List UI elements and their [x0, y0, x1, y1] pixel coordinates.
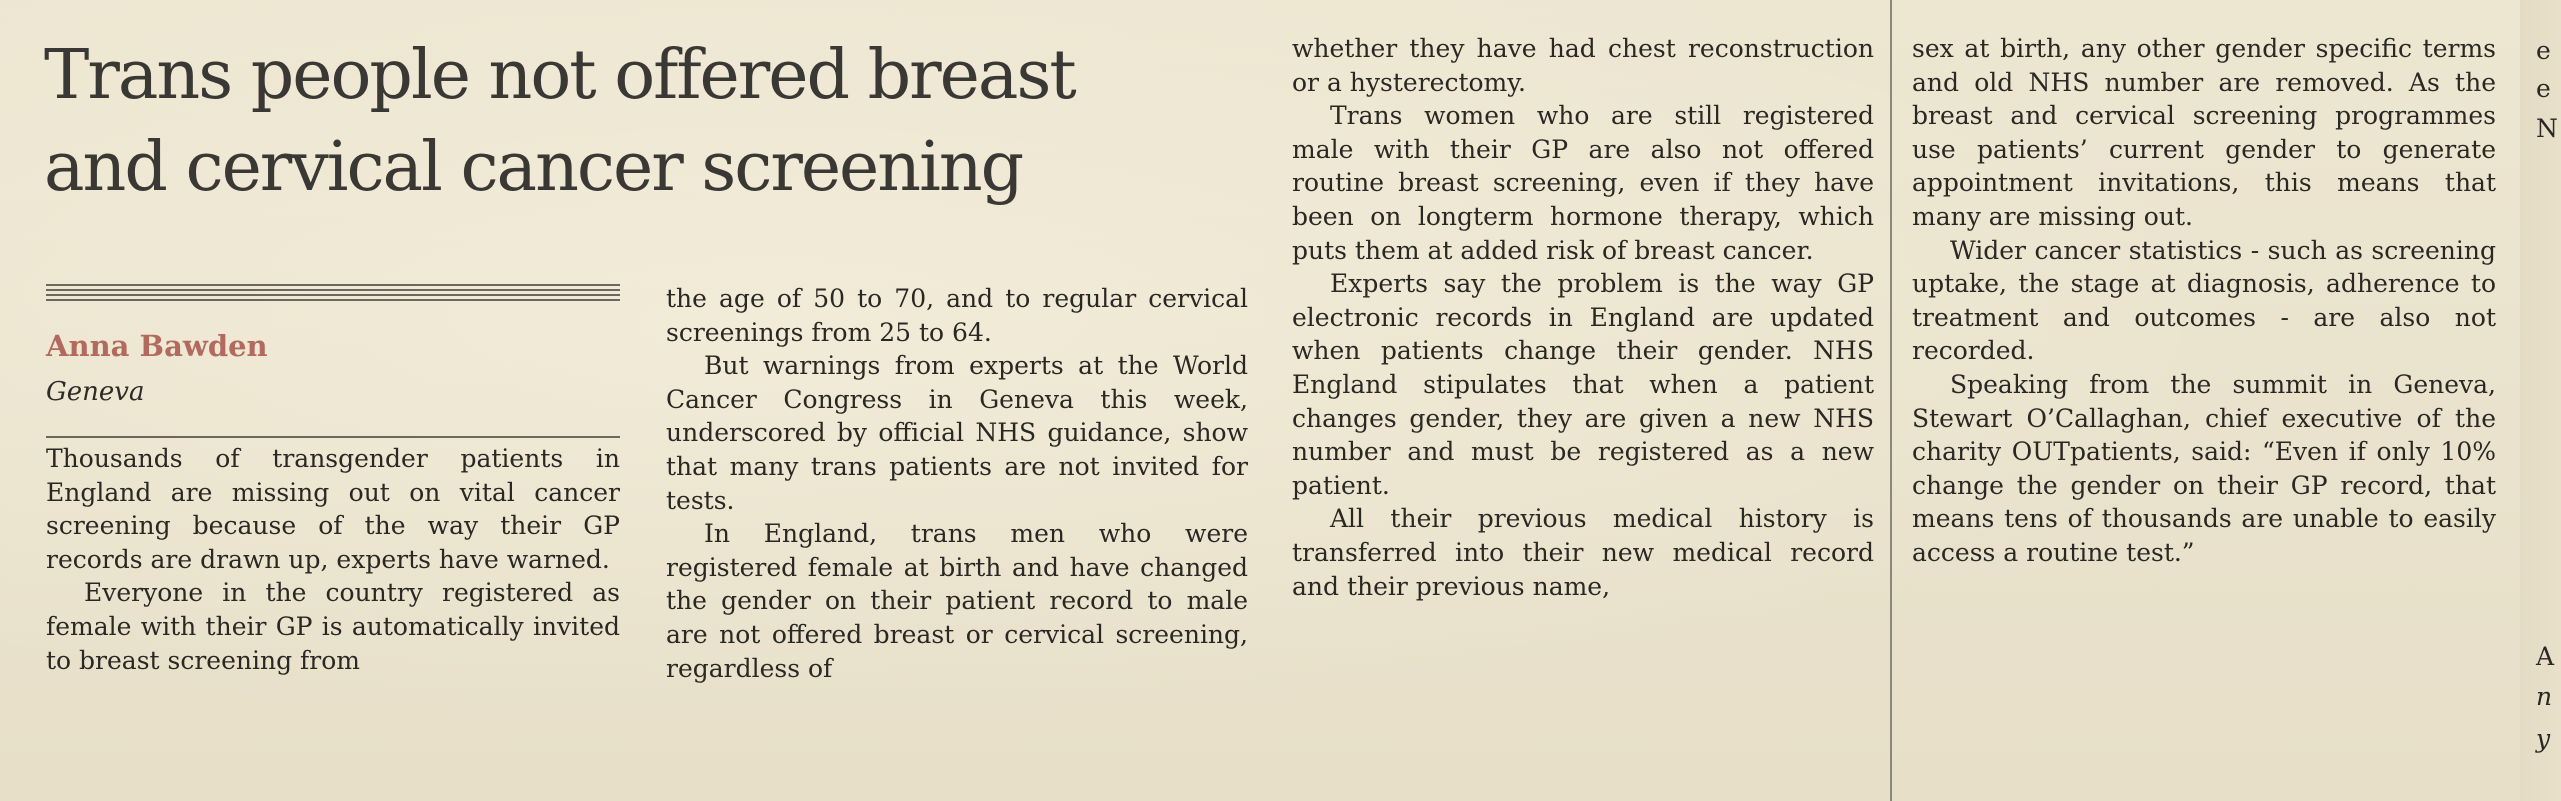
paragraph: sex at birth, any other gender specific …	[1912, 34, 2496, 231]
vertical-column-rule	[1890, 0, 1892, 801]
paragraph: Trans women who are still registered mal…	[1292, 101, 1874, 265]
paragraph: But warnings from experts at the World C…	[666, 351, 1248, 515]
paragraph: All their previous medical history is tr…	[1292, 504, 1874, 601]
paragraph: In England, trans men who were registere…	[666, 519, 1248, 683]
headline-line-2: and cervical cancer screening	[44, 128, 1024, 207]
byline: Anna Bawden	[46, 329, 268, 363]
article-column-2: the age of 50 to 70, and to regular cerv…	[666, 282, 1248, 685]
paragraph: Thousands of transgender patients in Eng…	[46, 444, 620, 574]
article-column-3: whether they have had chest reconstructi…	[1292, 32, 1874, 603]
article-column-4: sex at birth, any other gender specific …	[1912, 32, 2496, 570]
adjacent-article-edge: e e N A n y	[2520, 0, 2561, 801]
paragraph: Wider cancer statistics - such as screen…	[1912, 235, 2496, 366]
paragraph: Speaking from the summit in Geneva, Stew…	[1912, 369, 2496, 567]
edge-fragment: e	[2536, 36, 2551, 65]
edge-fragment: A	[2536, 642, 2555, 671]
dateline: Geneva	[46, 377, 145, 407]
paragraph: Experts say the problem is the way GP el…	[1292, 269, 1874, 500]
edge-fragment: e	[2536, 74, 2551, 103]
paragraph: Everyone in the country registered as fe…	[46, 578, 620, 675]
paragraph: whether they have had chest reconstructi…	[1292, 34, 1874, 97]
headline: Trans people not offered breast and cerv…	[44, 30, 1244, 214]
paragraph: the age of 50 to 70, and to regular cerv…	[666, 284, 1248, 347]
edge-fragment: N	[2536, 114, 2558, 143]
headline-line-1: Trans people not offered breast	[44, 36, 1077, 115]
article-column-1: Thousands of transgender patients in Eng…	[46, 442, 620, 677]
column-divider-rule	[46, 436, 620, 438]
edge-fragment: y	[2536, 724, 2551, 753]
edge-fragment: n	[2536, 682, 2553, 711]
byline-rule-stack	[46, 284, 620, 304]
